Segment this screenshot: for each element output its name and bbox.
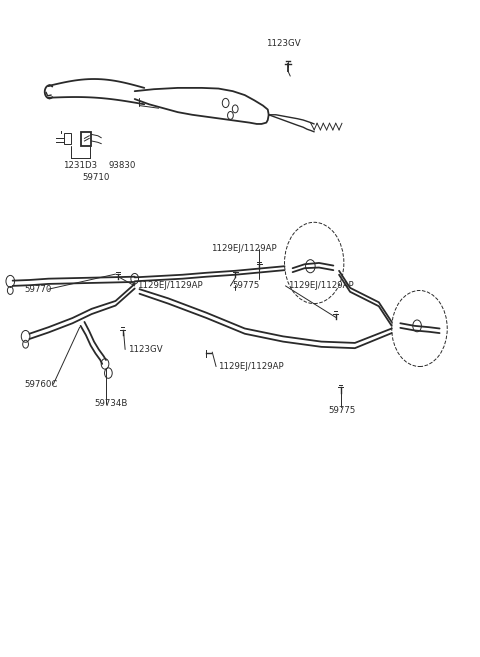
Text: 1129EJ/1129AP: 1129EJ/1129AP <box>288 281 353 290</box>
Text: 1129EJ/1129AP: 1129EJ/1129AP <box>218 362 284 371</box>
Text: 59775: 59775 <box>328 406 356 415</box>
Circle shape <box>131 273 139 284</box>
Text: 1123GV: 1123GV <box>266 39 301 48</box>
Text: 1123GV: 1123GV <box>128 345 162 354</box>
Text: 59734B: 59734B <box>94 399 127 409</box>
Text: 59775: 59775 <box>233 281 260 290</box>
Text: 59760C: 59760C <box>24 380 58 389</box>
Text: 59710: 59710 <box>83 173 110 182</box>
Text: 1231D3: 1231D3 <box>63 162 97 170</box>
Text: 93830: 93830 <box>108 162 136 170</box>
Text: 1129EJ/1129AP: 1129EJ/1129AP <box>211 244 277 253</box>
Text: 1129EJ/1129AP: 1129EJ/1129AP <box>137 281 203 290</box>
Text: 59770: 59770 <box>24 284 52 294</box>
